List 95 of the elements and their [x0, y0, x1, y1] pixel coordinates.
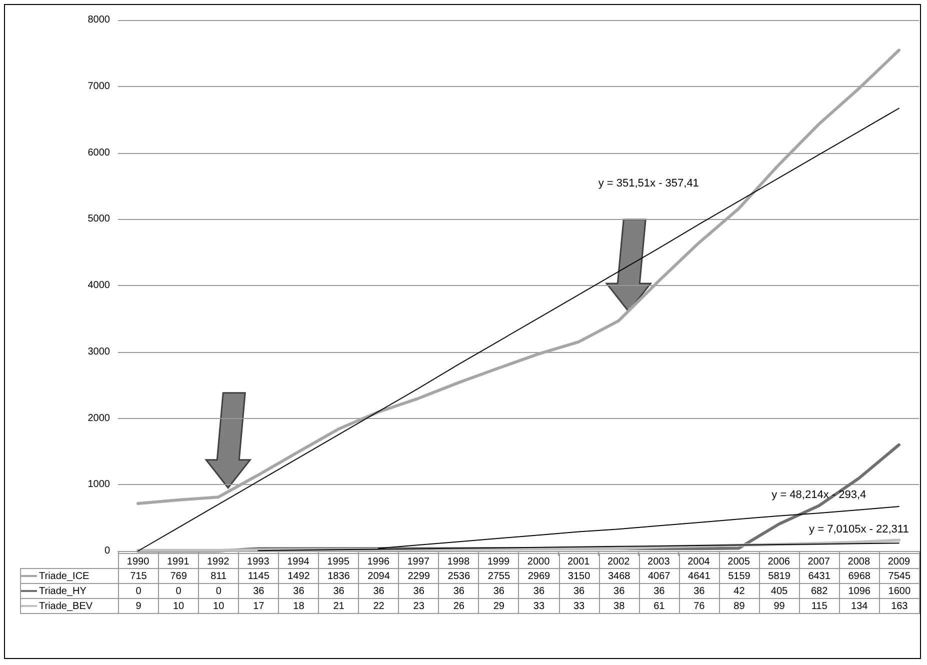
- data-label: 26: [438, 598, 479, 614]
- x-tick-label: 1995: [327, 556, 350, 568]
- legend-label: Triade_HY: [20, 584, 118, 598]
- data-label: 134: [839, 598, 880, 614]
- data-label: 36: [358, 584, 399, 598]
- data-label: 18: [278, 598, 319, 614]
- x-tick-label: 2000: [527, 556, 550, 568]
- x-tick-label: 1996: [367, 556, 390, 568]
- data-label: 36: [398, 584, 439, 598]
- annotation: y = 48,214x - 293,4: [772, 489, 866, 502]
- data-label: 36: [318, 584, 359, 598]
- x-tick-label: 2006: [768, 556, 790, 568]
- data-label: 2536: [438, 568, 479, 584]
- data-label: 6431: [799, 568, 840, 584]
- data-label: 2755: [478, 568, 519, 584]
- data-label: 10: [198, 598, 239, 614]
- data-label: 2299: [398, 568, 439, 584]
- data-label: 9: [118, 598, 159, 614]
- annotation: y = 351,51x - 357,41: [598, 178, 699, 190]
- data-label: 682: [799, 584, 840, 598]
- annotation: y = 7,0105x - 22,311: [809, 524, 909, 536]
- data-label: 2969: [518, 568, 560, 584]
- x-tick-label: 1998: [447, 556, 470, 568]
- data-label: 6968: [839, 568, 880, 584]
- x-tick-label: 2003: [648, 556, 670, 568]
- data-label: 115: [799, 598, 840, 614]
- x-tick-label: 2002: [608, 556, 630, 568]
- data-label: 10: [158, 598, 199, 614]
- data-label: 36: [518, 584, 560, 598]
- y-tick-label: 1000: [88, 479, 110, 490]
- x-tick-label: 2004: [688, 556, 710, 568]
- data-label: 22: [358, 598, 399, 614]
- y-tick-label: 6000: [88, 147, 110, 158]
- x-tick-label: 2007: [808, 556, 830, 568]
- data-label: 163: [879, 598, 920, 614]
- data-label: 99: [759, 598, 800, 614]
- data-label: 1492: [278, 568, 319, 584]
- data-label: 769: [158, 568, 199, 584]
- y-tick-label: 0: [104, 546, 110, 556]
- data-label: 4641: [679, 568, 720, 584]
- data-label: 3150: [559, 568, 600, 584]
- data-label: 33: [559, 598, 600, 614]
- y-tick-label: 2000: [88, 412, 110, 424]
- data-label: 42: [719, 584, 760, 598]
- data-label: 811: [198, 568, 239, 584]
- data-label: 405: [759, 584, 800, 598]
- data-label: 2094: [358, 568, 399, 584]
- data-label: 36: [438, 584, 479, 598]
- data-label: 89: [719, 598, 760, 614]
- data-label: 36: [679, 584, 720, 598]
- x-tick-label: 2008: [848, 556, 870, 568]
- x-tick-label: 1999: [487, 556, 510, 568]
- data-label: 33: [518, 598, 560, 614]
- data-label: 36: [559, 584, 600, 598]
- data-label: 36: [238, 584, 279, 598]
- x-tick-label: 2009: [888, 556, 911, 568]
- x-tick-label: 2005: [728, 556, 750, 568]
- y-tick-label: 7000: [88, 80, 110, 92]
- data-label: 1096: [839, 584, 880, 598]
- data-label: 17: [238, 598, 279, 614]
- x-tick-label: 1990: [126, 556, 150, 568]
- data-label: 36: [478, 584, 519, 598]
- x-tick-label: 1994: [287, 556, 310, 568]
- data-label: 29: [478, 598, 519, 614]
- data-label: 36: [639, 584, 680, 598]
- data-label: 0: [118, 584, 159, 598]
- y-tick-label: 5000: [88, 214, 110, 225]
- data-label: 38: [599, 598, 640, 614]
- x-tick-label: 1991: [166, 556, 190, 568]
- y-tick-label: 3000: [88, 346, 110, 358]
- x-tick-label: 1992: [207, 556, 230, 568]
- data-label: 36: [599, 584, 640, 598]
- data-label: 5819: [759, 568, 800, 584]
- legend-label: Triade_ICE: [20, 568, 118, 584]
- x-tick-label: 1997: [407, 556, 430, 568]
- data-label: 0: [198, 584, 239, 598]
- data-label: 5159: [719, 568, 760, 584]
- data-label: 23: [398, 598, 439, 614]
- legend-label: Triade_BEV: [20, 598, 118, 614]
- data-label: 1145: [238, 568, 279, 584]
- data-label: 4067: [639, 568, 680, 584]
- data-label: 715: [118, 568, 159, 584]
- x-tick-label: 2001: [567, 556, 590, 568]
- y-tick-label: 4000: [88, 280, 110, 291]
- data-label: 21: [318, 598, 359, 614]
- x-tick-label: 1993: [247, 556, 270, 568]
- data-label: 1600: [879, 584, 920, 598]
- y-tick-label: 8000: [88, 14, 110, 26]
- data-label: 0: [158, 584, 199, 598]
- data-label: 36: [278, 584, 319, 598]
- data-label: 61: [639, 598, 680, 614]
- data-label: 3468: [599, 568, 640, 584]
- data-label: 7545: [879, 568, 920, 584]
- data-label: 76: [679, 598, 720, 614]
- data-label: 1836: [318, 568, 359, 584]
